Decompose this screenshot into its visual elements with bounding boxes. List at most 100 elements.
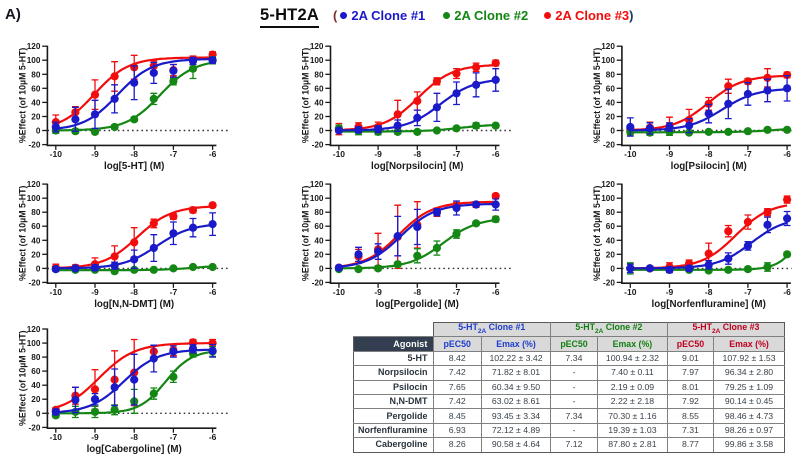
svg-text:-20: -20 <box>603 141 615 150</box>
svg-text:log[Norfenfluramine] (M): log[Norfenfluramine] (M) <box>652 299 766 310</box>
svg-text:-20: -20 <box>29 423 41 432</box>
svg-text:100: 100 <box>310 194 324 203</box>
svg-text:100: 100 <box>27 339 41 348</box>
svg-text:60: 60 <box>606 222 616 231</box>
svg-text:20: 20 <box>31 113 41 122</box>
svg-text:20: 20 <box>606 113 616 122</box>
svg-text:80: 80 <box>314 70 324 79</box>
svg-text:log[N,N-DMT] (M): log[N,N-DMT] (M) <box>94 299 174 310</box>
svg-text:-10: -10 <box>333 149 346 159</box>
svg-text:-10: -10 <box>50 432 63 442</box>
svg-text:-9: -9 <box>91 287 99 297</box>
svg-text:-8: -8 <box>130 432 138 442</box>
svg-text:-10: -10 <box>624 149 637 159</box>
svg-text:40: 40 <box>606 98 616 107</box>
svg-text:-8: -8 <box>705 149 713 159</box>
svg-text:20: 20 <box>606 250 616 259</box>
svg-text:-8: -8 <box>130 287 138 297</box>
svg-text:log[Pergolide] (M): log[Pergolide] (M) <box>376 299 459 310</box>
svg-text:-9: -9 <box>91 149 99 159</box>
svg-text:60: 60 <box>31 84 41 93</box>
svg-text:100: 100 <box>27 194 41 203</box>
svg-text:40: 40 <box>31 236 41 245</box>
svg-text:20: 20 <box>314 250 324 259</box>
svg-text:%Effect (of 10µM 5-HT): %Effect (of 10µM 5-HT) <box>301 48 311 144</box>
svg-text:100: 100 <box>310 56 324 65</box>
svg-text:-9: -9 <box>91 432 99 442</box>
svg-text:80: 80 <box>314 208 324 217</box>
svg-text:-7: -7 <box>744 149 752 159</box>
svg-text:120: 120 <box>601 42 615 51</box>
svg-text:120: 120 <box>27 180 41 189</box>
svg-text:%Effect (of 10µM 5-HT): %Effect (of 10µM 5-HT) <box>592 48 602 144</box>
svg-text:20: 20 <box>314 113 324 122</box>
svg-text:20: 20 <box>31 250 41 259</box>
svg-text:120: 120 <box>27 325 41 334</box>
svg-text:60: 60 <box>314 84 324 93</box>
svg-text:0: 0 <box>36 409 41 418</box>
svg-text:-7: -7 <box>170 149 178 159</box>
svg-text:-8: -8 <box>414 149 422 159</box>
svg-text:-10: -10 <box>624 287 637 297</box>
svg-text:100: 100 <box>27 56 41 65</box>
svg-text:-6: -6 <box>209 149 217 159</box>
svg-text:80: 80 <box>31 208 41 217</box>
svg-text:-20: -20 <box>312 141 324 150</box>
svg-text:80: 80 <box>606 70 616 79</box>
svg-text:60: 60 <box>31 222 41 231</box>
svg-text:-10: -10 <box>333 287 346 297</box>
svg-text:log[5-HT] (M): log[5-HT] (M) <box>104 161 164 172</box>
svg-text:60: 60 <box>31 367 41 376</box>
svg-text:-20: -20 <box>29 278 41 287</box>
svg-text:40: 40 <box>314 98 324 107</box>
svg-text:-20: -20 <box>312 278 324 287</box>
svg-text:80: 80 <box>31 70 41 79</box>
svg-text:-8: -8 <box>705 287 713 297</box>
svg-text:-10: -10 <box>50 149 63 159</box>
svg-text:log[Psilocin] (M): log[Psilocin] (M) <box>671 161 747 172</box>
svg-text:120: 120 <box>601 180 615 189</box>
svg-text:-9: -9 <box>666 287 674 297</box>
svg-text:120: 120 <box>310 180 324 189</box>
svg-text:40: 40 <box>31 381 41 390</box>
svg-text:0: 0 <box>319 127 324 136</box>
svg-text:20: 20 <box>31 395 41 404</box>
svg-text:-9: -9 <box>666 149 674 159</box>
svg-text:-6: -6 <box>783 149 791 159</box>
svg-text:-6: -6 <box>492 287 500 297</box>
svg-text:-6: -6 <box>783 287 791 297</box>
svg-text:60: 60 <box>606 84 616 93</box>
svg-text:%Effect (of 10µM 5-HT): %Effect (of 10µM 5-HT) <box>18 48 28 144</box>
svg-text:-7: -7 <box>744 287 752 297</box>
svg-text:80: 80 <box>606 208 616 217</box>
svg-text:%Effect (of 10µM 5-HT): %Effect (of 10µM 5-HT) <box>301 185 311 281</box>
svg-text:-6: -6 <box>209 432 217 442</box>
svg-text:80: 80 <box>31 353 41 362</box>
svg-text:100: 100 <box>601 194 615 203</box>
svg-text:40: 40 <box>606 236 616 245</box>
svg-text:120: 120 <box>27 42 41 51</box>
svg-text:%Effect (of 10µM 5-HT): %Effect (of 10µM 5-HT) <box>18 185 28 281</box>
svg-text:40: 40 <box>31 98 41 107</box>
svg-text:100: 100 <box>601 56 615 65</box>
svg-text:-8: -8 <box>130 149 138 159</box>
svg-text:0: 0 <box>36 127 41 136</box>
svg-text:60: 60 <box>314 222 324 231</box>
svg-text:-7: -7 <box>453 149 461 159</box>
svg-text:0: 0 <box>319 264 324 273</box>
svg-text:%Effect (of 10µM 5-HT): %Effect (of 10µM 5-HT) <box>592 185 602 281</box>
svg-text:-6: -6 <box>492 149 500 159</box>
svg-text:-20: -20 <box>29 141 41 150</box>
svg-text:0: 0 <box>36 264 41 273</box>
svg-text:-6: -6 <box>209 287 217 297</box>
svg-text:-7: -7 <box>453 287 461 297</box>
svg-text:-8: -8 <box>414 287 422 297</box>
svg-text:-9: -9 <box>374 149 382 159</box>
svg-text:-10: -10 <box>50 287 63 297</box>
svg-text:log[Norpsilocin] (M): log[Norpsilocin] (M) <box>371 161 464 172</box>
svg-text:-20: -20 <box>603 278 615 287</box>
svg-text:0: 0 <box>610 264 615 273</box>
svg-text:log[Cabergoline] (M): log[Cabergoline] (M) <box>87 444 182 455</box>
svg-text:-7: -7 <box>170 287 178 297</box>
svg-text:-9: -9 <box>374 287 382 297</box>
